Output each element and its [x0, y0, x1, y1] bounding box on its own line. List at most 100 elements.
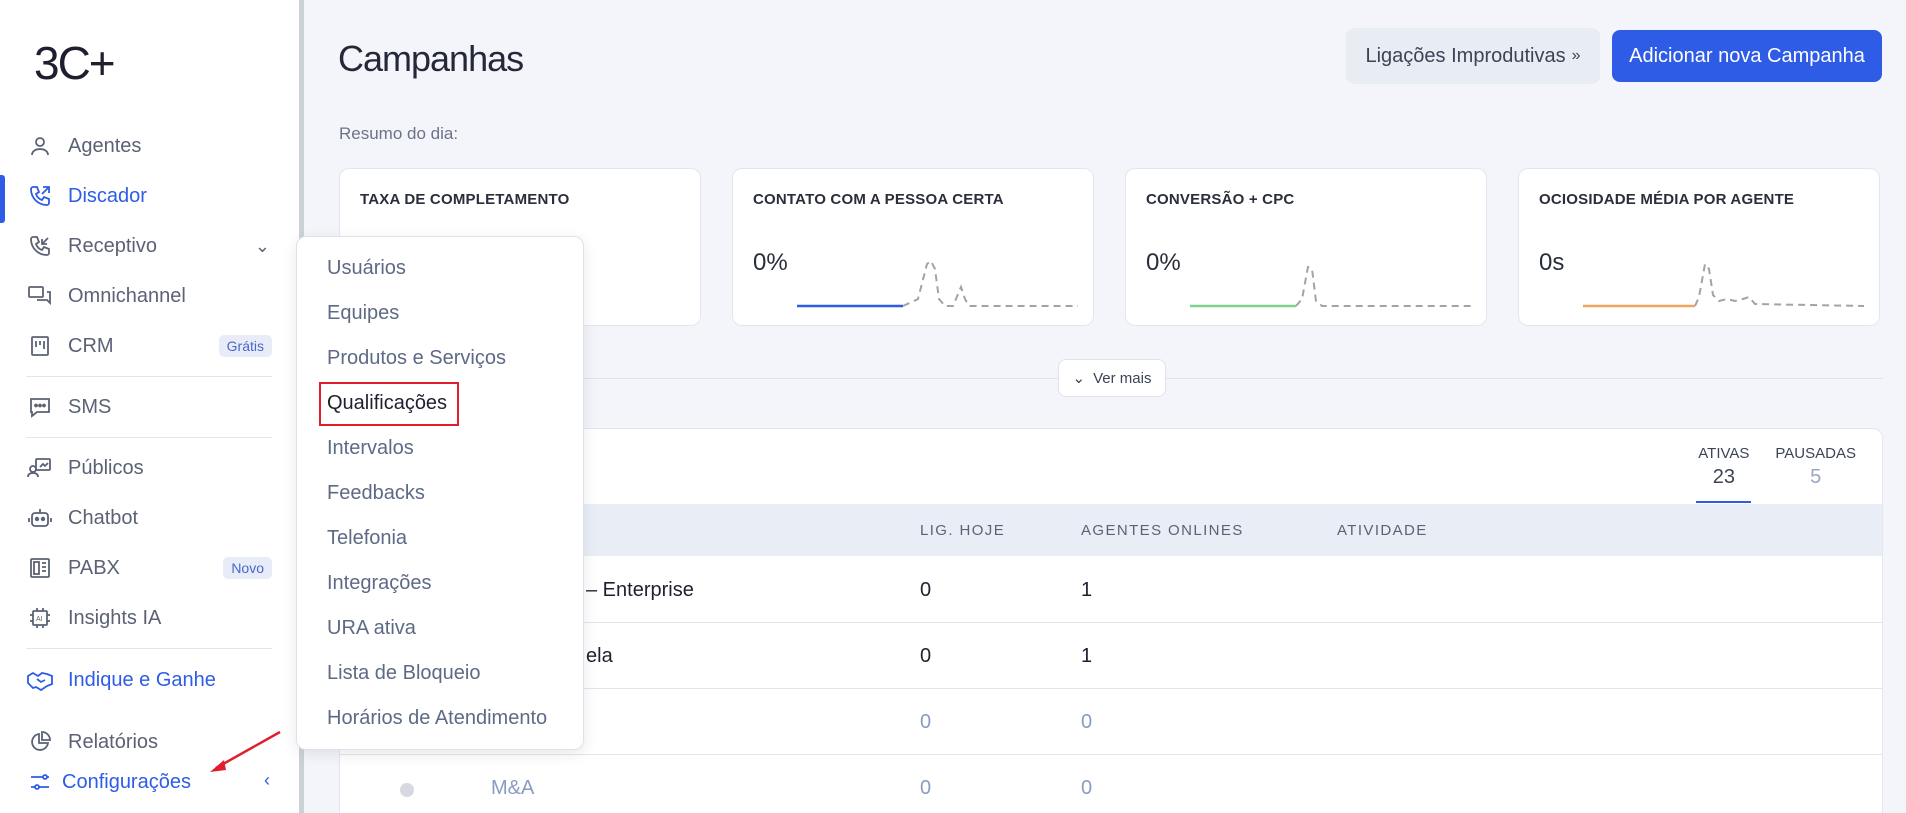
- sidebar-item-label: Discador: [68, 184, 147, 207]
- sidebar-item-omnichannel[interactable]: Omnichannel: [26, 276, 276, 316]
- chevron-left-icon[interactable]: ‹: [264, 770, 270, 790]
- add-campaign-button[interactable]: Adicionar nova Campanha: [1612, 30, 1882, 82]
- double-chevron-down-icon: »: [1571, 47, 1581, 64]
- card-title: CONTATO COM A PESSOA CERTA: [753, 191, 1004, 208]
- user-icon: [26, 132, 54, 160]
- menu-item-lista-de-bloqueio[interactable]: Lista de Bloqueio: [327, 662, 481, 684]
- phone-incoming-icon: [26, 232, 54, 260]
- table-row[interactable]: ela 0 1: [340, 623, 1882, 689]
- menu-item-ura-ativa[interactable]: URA ativa: [327, 617, 416, 639]
- card-value: 0%: [753, 249, 788, 276]
- robot-icon: [26, 504, 54, 532]
- sidebar-item-sms[interactable]: SMS: [26, 387, 276, 427]
- see-more-button[interactable]: ⌄ Ver mais: [1058, 359, 1166, 397]
- summary-label: Resumo do dia:: [339, 124, 459, 143]
- sidebar-item-label: Relatórios: [68, 730, 159, 753]
- sidebar-item-relatorios[interactable]: Relatórios: [26, 722, 276, 762]
- menu-item-integracoes[interactable]: Integrações: [327, 572, 432, 594]
- sparkline: [1583, 261, 1865, 308]
- pie-chart-icon: [26, 728, 54, 756]
- calls-today: 0: [920, 579, 932, 601]
- sms-icon: [26, 393, 54, 421]
- sidebar-item-label: CRM: [68, 334, 114, 357]
- agents-online: 1: [1081, 645, 1093, 667]
- settings-menu: Usuários Equipes Produtos e Serviços Qua…: [296, 236, 584, 750]
- page-title: Campanhas: [338, 38, 524, 79]
- sidebar: 3C+ Agentes Discador Receptivo ⌄ Omnicha…: [0, 0, 304, 813]
- tab-pausadas[interactable]: PAUSADAS 5: [1773, 445, 1858, 503]
- campaign-name[interactable]: – Enterprise: [586, 579, 694, 601]
- settings-sliders-icon: [26, 768, 54, 796]
- annotation-arrow-icon: [210, 730, 281, 772]
- column-header-activity[interactable]: ATIVIDADE: [1337, 522, 1428, 539]
- column-header-agents-online[interactable]: AGENTES ONLINES: [1081, 522, 1244, 539]
- chevron-down-icon[interactable]: ⌄: [254, 236, 270, 256]
- highlight-box: [319, 382, 459, 426]
- tab-ativas[interactable]: ATIVAS 23: [1696, 445, 1752, 503]
- column-header-calls-today[interactable]: LIG. HOJE: [920, 522, 1006, 539]
- campaigns-table: ATIVAS 23 PAUSADAS 5 LIG. HOJE AGENTES O…: [339, 428, 1883, 813]
- table-row[interactable]: M&A 0 0: [340, 755, 1882, 813]
- card-value: 0s: [1539, 249, 1565, 276]
- sidebar-item-publicos[interactable]: Públicos: [26, 448, 276, 488]
- sidebar-item-label: Configurações: [62, 770, 191, 793]
- table-row[interactable]: 0 0: [340, 689, 1882, 755]
- chevron-down-icon: ⌄: [1072, 370, 1086, 387]
- unproductive-calls-filter-button[interactable]: Ligações Improdutivas »: [1346, 28, 1600, 84]
- tab-label: ATIVAS: [1698, 445, 1750, 462]
- sparkline: [1190, 265, 1471, 308]
- agents-online: 1: [1081, 579, 1093, 601]
- tab-label: PAUSADAS: [1775, 445, 1856, 462]
- tab-count: 5: [1810, 466, 1822, 488]
- agents-online: 0: [1081, 777, 1093, 799]
- sidebar-item-label: Insights IA: [68, 606, 162, 629]
- sidebar-item-crm[interactable]: CRM Grátis: [26, 326, 276, 366]
- sidebar-item-label: Omnichannel: [68, 284, 186, 307]
- crm-icon: [26, 332, 54, 360]
- card-title: CONVERSÃO + CPC: [1146, 191, 1295, 208]
- sidebar-item-indique-e-ganhe[interactable]: Indique e Ganhe: [26, 660, 276, 700]
- sidebar-item-agentes[interactable]: Agentes: [26, 126, 276, 166]
- calls-today: 0: [920, 711, 932, 733]
- calls-today: 0: [920, 777, 932, 799]
- sidebar-item-label: PABX: [68, 556, 120, 579]
- card-value: 0%: [1146, 249, 1181, 276]
- sidebar-item-chatbot[interactable]: Chatbot: [26, 498, 276, 538]
- active-indicator: [0, 175, 5, 223]
- sidebar-item-receptivo[interactable]: Receptivo ⌄: [26, 226, 276, 266]
- campaign-status-tabs: ATIVAS 23 PAUSADAS 5: [1696, 445, 1858, 503]
- sparkline: [797, 259, 1078, 308]
- menu-item-intervalos[interactable]: Intervalos: [327, 437, 414, 459]
- sidebar-item-label: Públicos: [68, 456, 144, 479]
- sidebar-item-pabx[interactable]: PABX Novo: [26, 548, 276, 588]
- phone-outgoing-icon: [26, 182, 54, 210]
- brand-logo[interactable]: 3C+: [34, 37, 116, 89]
- free-badge: Grátis: [218, 335, 272, 357]
- sidebar-divider: [26, 376, 272, 377]
- menu-item-produtos-e-servicos[interactable]: Produtos e Serviços: [327, 347, 506, 369]
- svg-text:AI: AI: [36, 616, 43, 623]
- sidebar-item-label: SMS: [68, 395, 112, 418]
- status-dot: [400, 783, 414, 797]
- menu-item-qualificacoes[interactable]: Qualificações: [327, 392, 448, 414]
- agents-online: 0: [1081, 711, 1093, 733]
- metric-card-right-party-contact: CONTATO COM A PESSOA CERTA 0%: [732, 168, 1094, 326]
- sidebar-divider: [26, 648, 272, 649]
- menu-item-equipes[interactable]: Equipes: [327, 302, 400, 324]
- campaign-name[interactable]: M&A: [491, 777, 535, 799]
- sidebar-item-discador[interactable]: Discador: [26, 176, 276, 216]
- sidebar-item-configuracoes[interactable]: Configurações ‹: [26, 762, 276, 802]
- chat-icon: [26, 282, 54, 310]
- menu-item-telefonia[interactable]: Telefonia: [327, 527, 408, 549]
- menu-item-usuarios[interactable]: Usuários: [327, 257, 406, 279]
- campaign-name[interactable]: ela: [586, 645, 613, 667]
- menu-item-feedbacks[interactable]: Feedbacks: [327, 482, 425, 504]
- calls-today: 0: [920, 645, 932, 667]
- filter-label: Ligações Improdutivas: [1365, 44, 1566, 67]
- sidebar-item-label: Indique e Ganhe: [68, 668, 216, 691]
- sidebar-divider: [26, 437, 272, 438]
- sidebar-item-label: Chatbot: [68, 506, 139, 529]
- sidebar-item-insights-ia[interactable]: AI Insights IA: [26, 598, 276, 638]
- menu-item-horarios-de-atendimento[interactable]: Horários de Atendimento: [327, 707, 548, 729]
- table-row[interactable]: – Enterprise 0 1: [340, 557, 1882, 623]
